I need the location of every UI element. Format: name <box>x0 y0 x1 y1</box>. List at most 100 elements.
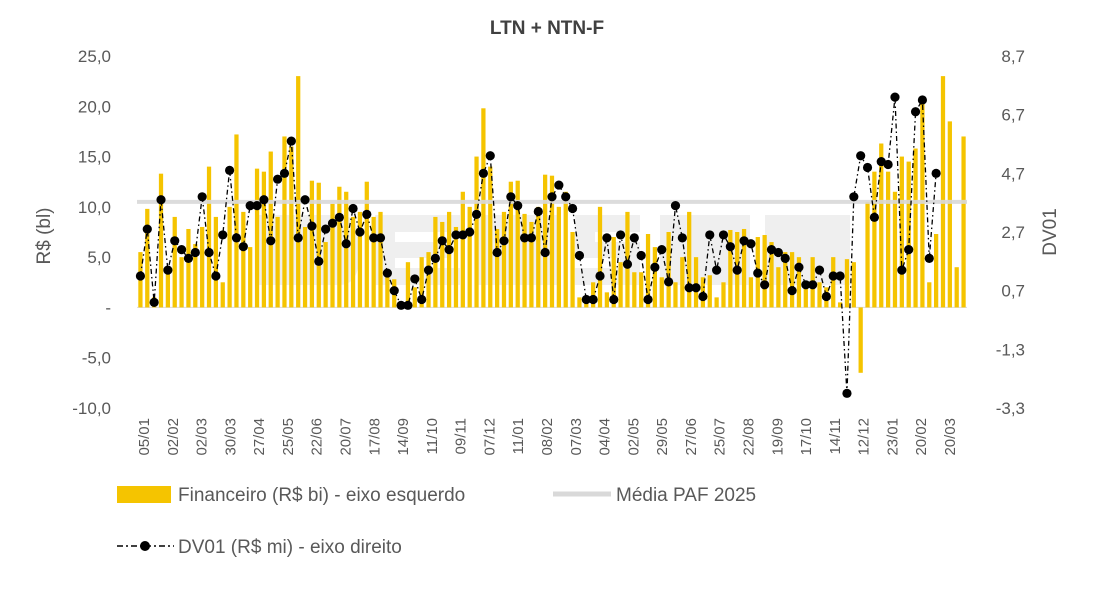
financeiro-bar <box>165 272 170 308</box>
x-tick-label: 27/06 <box>683 418 700 456</box>
dv01-point <box>163 265 173 275</box>
financeiro-bar <box>467 206 472 308</box>
financeiro-bar <box>817 282 822 308</box>
legend-marker-dv01 <box>140 541 150 551</box>
financeiro-bar <box>254 168 260 308</box>
financeiro-bar <box>769 242 774 308</box>
dv01-point <box>801 280 811 290</box>
financeiro-bar <box>687 211 692 308</box>
financeiro-bar <box>666 232 671 308</box>
dv01-point <box>705 230 715 240</box>
legend: Financeiro (R$ bi) - eixo esquerdo Média… <box>117 485 756 558</box>
financeiro-bar <box>344 191 349 308</box>
financeiro-bar <box>549 175 555 308</box>
dv01-point <box>636 250 646 261</box>
financeiro-bar <box>501 211 507 308</box>
dv01-point <box>691 283 701 293</box>
financeiro-bar <box>611 237 616 308</box>
dv01-point <box>410 274 420 284</box>
dv01-point <box>506 192 516 202</box>
dv01-point <box>622 259 633 269</box>
dv01-point <box>293 233 303 243</box>
legend-label-paf: Média PAF 2025 <box>616 485 756 506</box>
dv01-point <box>910 107 921 117</box>
left-tick-label: 5,0 <box>87 248 111 267</box>
financeiro-bar <box>556 206 561 308</box>
dv01-point <box>588 294 598 305</box>
financeiro-bar <box>206 166 212 308</box>
x-tick-label: 09/11 <box>453 418 470 454</box>
dv01-point <box>595 271 605 281</box>
financeiro-bar <box>145 208 150 308</box>
financeiro-bar <box>158 173 164 308</box>
dv01-point <box>718 230 729 240</box>
x-tick-label: 11/01 <box>510 418 527 454</box>
dv01-point <box>547 192 557 202</box>
financeiro-bar <box>673 282 678 308</box>
financeiro-bar <box>639 272 644 308</box>
dv01-point <box>602 233 612 243</box>
financeiro-bar <box>591 282 596 308</box>
financeiro-bar <box>947 121 952 308</box>
dv01-point <box>856 151 866 161</box>
x-tick-label: 05/01 <box>136 418 153 456</box>
financeiro-bar <box>659 277 664 308</box>
dv01-point <box>444 245 454 255</box>
right-tick-label: 8,7 <box>1001 47 1025 66</box>
financeiro-bar <box>961 136 966 308</box>
dv01-point <box>897 265 907 275</box>
dv01-point <box>142 224 152 234</box>
right-tick-label: 0,7 <box>1001 282 1025 301</box>
dv01-point <box>321 224 331 234</box>
financeiro-bar <box>350 216 356 308</box>
dv01-point <box>485 151 495 161</box>
financeiro-bar <box>220 282 225 308</box>
dv01-point <box>286 136 296 146</box>
left-tick-label: -10,0 <box>72 399 111 418</box>
dv01-point <box>334 212 344 222</box>
dv01-point <box>369 233 379 243</box>
financeiro-bar <box>453 226 459 308</box>
dv01-point <box>465 227 475 237</box>
financeiro-bar <box>831 257 836 308</box>
dv01-point <box>197 192 207 202</box>
x-tick-label: 20/03 <box>942 418 959 456</box>
financeiro-bar <box>508 181 513 308</box>
dv01-point <box>348 203 358 214</box>
financeiro-bar <box>728 229 733 308</box>
x-tick-label: 12/12 <box>856 418 873 456</box>
financeiro-bar <box>577 297 582 308</box>
dv01-point <box>664 277 674 287</box>
x-tick-label: 14/11 <box>827 418 844 454</box>
dv01-point <box>170 236 180 246</box>
left-tick-label: 10,0 <box>78 198 111 217</box>
dv01-point <box>931 168 941 178</box>
dv01-point <box>362 209 372 219</box>
financeiro-bar <box>179 257 184 308</box>
dv01-point <box>787 286 797 296</box>
dv01-point <box>513 201 523 211</box>
financeiro-bar <box>934 234 939 308</box>
financeiro-bar <box>885 171 891 308</box>
financeiro-bar <box>275 216 280 308</box>
dv01-point <box>327 218 338 228</box>
x-tick-label: 22/08 <box>741 418 758 456</box>
right-tick-label: -1,3 <box>996 340 1025 359</box>
dv01-point <box>849 192 859 202</box>
dv01-point <box>567 203 578 214</box>
dv01-point <box>808 280 818 290</box>
dv01-point <box>273 174 283 184</box>
dv01-point <box>375 233 386 243</box>
dv01-point <box>869 212 880 222</box>
dv01-point <box>183 253 194 263</box>
financeiro-bar <box>707 275 712 308</box>
financeiro-bar <box>872 171 877 308</box>
financeiro-bar <box>837 302 843 308</box>
dv01-point <box>581 294 591 305</box>
dv01-point <box>746 239 756 249</box>
financeiro-bar <box>783 252 788 308</box>
right-tick-label: 6,7 <box>1001 106 1025 125</box>
x-tick-label: 02/05 <box>625 418 642 456</box>
dv01-point <box>225 165 235 175</box>
